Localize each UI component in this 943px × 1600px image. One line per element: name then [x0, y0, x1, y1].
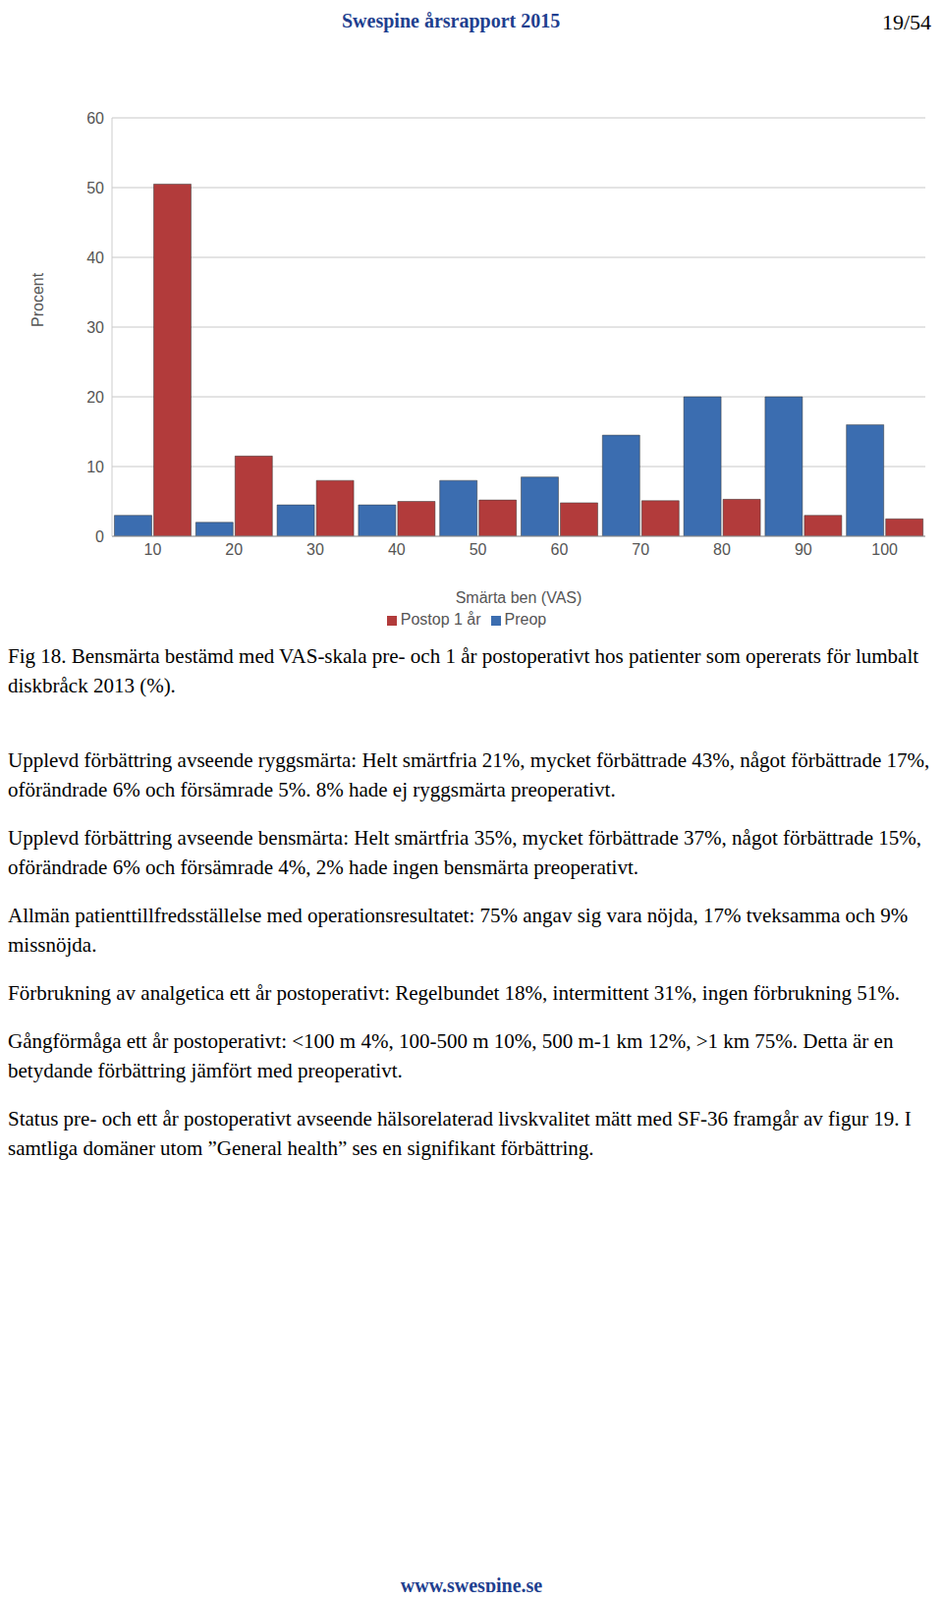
svg-text:Procent: Procent: [29, 272, 47, 328]
html-text:Upplevd förbättring avseende b: Upplevd förbättring avseende bensmärta: …: [7, 826, 922, 880]
svg-text:90: 90: [794, 541, 813, 558]
svg-text:50: 50: [86, 179, 105, 197]
svg-text:Smärta ben (VAS): Smärta ben (VAS): [455, 589, 583, 607]
html-text:Allmän patienttillfredsställel: Allmän patienttillfredsställelse med ope…: [7, 903, 908, 957]
svg-text:60: 60: [86, 110, 105, 127]
svg-text:60: 60: [551, 541, 569, 558]
svg-text:10: 10: [144, 541, 163, 558]
svg-text:40: 40: [388, 541, 406, 558]
svg-text:30: 30: [306, 541, 325, 558]
html-text:Gångförmåga ett år postoperati: Gångförmåga ett år postoperativt: <100 m…: [7, 1029, 894, 1083]
html-text:Swespine årsrapport 2015: Swespine årsrapport 2015: [341, 9, 561, 32]
html-text:Status pre- och ett år postope: Status pre- och ett år postoperativt avs…: [7, 1107, 912, 1161]
html-text:Preop: Preop: [504, 610, 547, 628]
svg-text:80: 80: [713, 541, 731, 558]
svg-text:10: 10: [86, 458, 105, 476]
svg-text:40: 40: [86, 249, 105, 267]
svg-text:20: 20: [86, 388, 105, 406]
svg-text:50: 50: [469, 541, 488, 558]
svg-text:100: 100: [871, 541, 898, 558]
html-text:Upplevd förbättring avseende r: Upplevd förbättring avseende ryggsmärta:…: [7, 748, 930, 802]
svg-text:20: 20: [224, 541, 243, 558]
html-text:19/54: 19/54: [881, 9, 932, 35]
html-text:Fig 18. Bensmärta bestämd med: Fig 18. Bensmärta bestämd med VAS-skala …: [7, 644, 919, 698]
html-text:Förbrukning av analgetica ett: Förbrukning av analgetica ett år postope…: [7, 981, 900, 1005]
svg-text:0: 0: [95, 528, 105, 546]
html-text:www.swespine.se: www.swespine.se: [400, 1574, 543, 1597]
svg-text:30: 30: [86, 319, 105, 336]
html-text:Postop 1 år: Postop 1 år: [400, 610, 481, 628]
svg-text:70: 70: [631, 541, 650, 558]
